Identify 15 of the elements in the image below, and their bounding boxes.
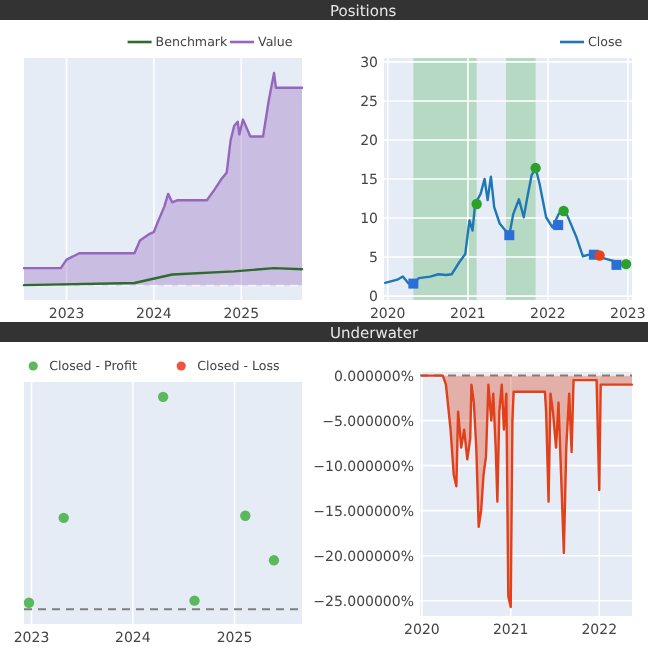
point [471,198,482,210]
point [157,391,169,403]
point [553,220,564,231]
point [611,259,622,270]
point [620,258,632,270]
point [58,512,69,524]
point [23,597,35,608]
point [189,595,200,606]
point [408,278,419,289]
point [240,510,251,521]
point [504,230,515,241]
point [530,162,541,174]
point [268,555,280,566]
point [558,205,569,217]
point [594,250,605,261]
